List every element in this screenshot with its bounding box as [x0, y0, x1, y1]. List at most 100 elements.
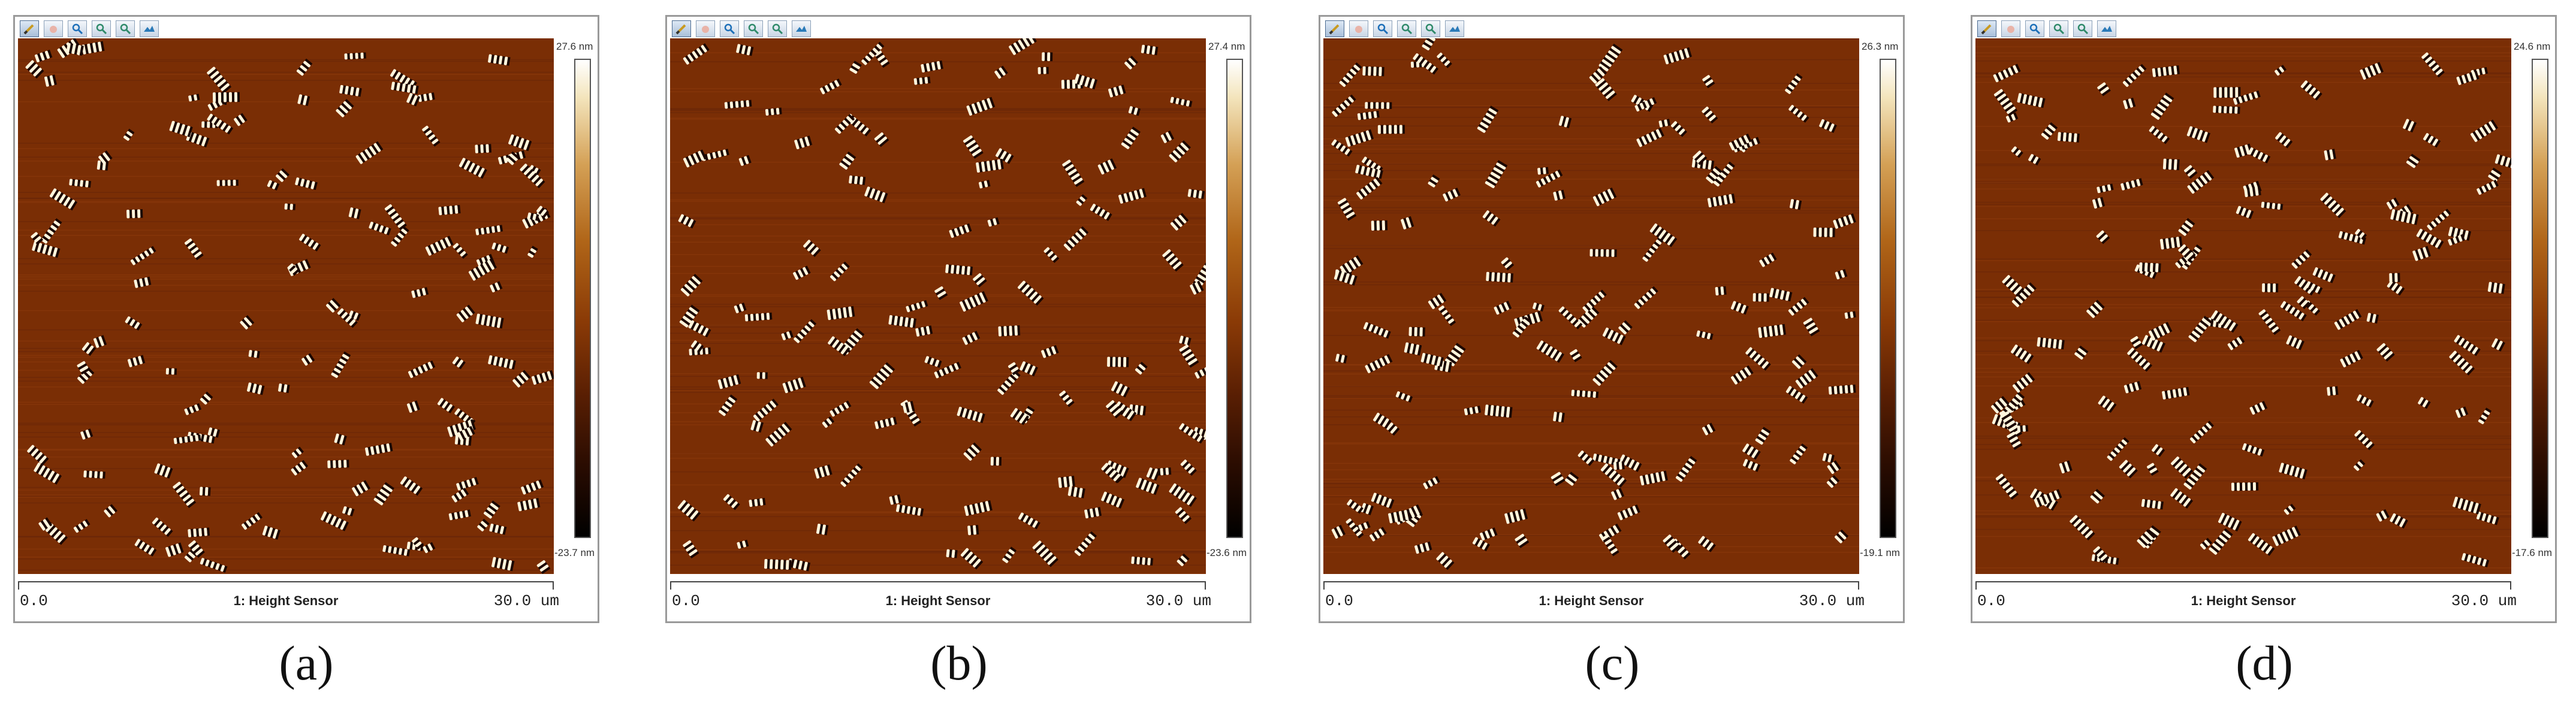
surface-feature [1759, 252, 1777, 267]
surface-feature [849, 61, 862, 74]
zoom-in-button[interactable] [1373, 20, 1392, 37]
surface-feature [1730, 301, 1749, 315]
surface-feature [2338, 231, 2366, 245]
height-image[interactable] [1323, 38, 1859, 574]
height-image[interactable] [670, 38, 1206, 574]
surface-feature [680, 274, 703, 297]
surface-feature [66, 43, 84, 56]
zoom-out-button[interactable] [2049, 20, 2068, 37]
hand-tool-button[interactable] [2001, 20, 2020, 37]
select-tool-button[interactable] [672, 20, 691, 37]
surface-feature [683, 149, 707, 168]
scan-line [1975, 376, 2511, 377]
scan-line [18, 276, 554, 277]
zoom-out-button[interactable] [92, 20, 111, 37]
scan-line [1323, 138, 1859, 140]
zoom-out-icon [2053, 23, 2065, 35]
surface-feature [1365, 354, 1393, 373]
surface-feature [344, 52, 366, 60]
surface-feature [1589, 66, 1607, 84]
surface-feature [2141, 498, 2164, 510]
hand-tool-button[interactable] [44, 20, 63, 37]
zoom-fit-button[interactable] [768, 20, 787, 37]
scan-line [18, 329, 554, 331]
surface-feature [2041, 122, 2058, 140]
zoom-fit-button[interactable] [1421, 20, 1440, 37]
surface-feature [451, 488, 469, 503]
surface-feature [2162, 158, 2180, 171]
scan-line [18, 497, 554, 498]
surface-feature [1589, 249, 1617, 257]
surface-feature [1577, 306, 1600, 328]
image-toolbar [1325, 20, 1464, 38]
surface-feature [2119, 460, 2138, 479]
surface-feature [25, 60, 44, 79]
surface-feature [406, 400, 420, 413]
scan-line [670, 392, 1206, 393]
surface-feature [173, 482, 197, 508]
surface-feature [468, 258, 497, 281]
surface-feature [1464, 406, 1482, 416]
surface-feature [794, 135, 813, 150]
surface-feature [2294, 276, 2317, 296]
scan-line [1975, 271, 2511, 273]
scan-line [670, 573, 1206, 574]
section-tool-button[interactable] [2097, 20, 2116, 37]
surface-feature [1618, 320, 1633, 335]
zoom-fit-button[interactable] [116, 20, 135, 37]
surface-feature [488, 355, 516, 370]
zoom-out-button[interactable] [1397, 20, 1416, 37]
scan-line [670, 343, 1206, 344]
scan-line [670, 453, 1206, 454]
scan-line [1975, 188, 2511, 190]
scan-line [1323, 335, 1859, 336]
scan-line [670, 161, 1206, 163]
zoom-out-button[interactable] [744, 20, 763, 37]
scan-line [1975, 183, 2511, 184]
surface-feature [840, 463, 863, 487]
section-tool-button[interactable] [1445, 20, 1464, 37]
surface-feature [2017, 425, 2029, 433]
surface-feature [1617, 504, 1640, 521]
surface-feature [827, 306, 855, 321]
surface-feature [849, 175, 866, 185]
surface-feature [1472, 537, 1490, 552]
hand-tool-button[interactable] [696, 20, 715, 37]
surface-feature [1835, 269, 1848, 280]
select-tool-button[interactable] [20, 20, 39, 37]
surface-feature [2007, 431, 2023, 450]
surface-feature [1370, 527, 1387, 542]
surface-feature [506, 151, 520, 165]
surface-feature [2200, 537, 2213, 550]
surface-feature [1443, 188, 1461, 202]
surface-feature [284, 203, 296, 210]
section-tool-button[interactable] [792, 20, 811, 37]
scan-line [1975, 321, 2511, 322]
select-tool-button[interactable] [1325, 20, 1344, 37]
surface-feature [32, 241, 61, 258]
colorbar-min-label: -19.1 nm [1860, 547, 1901, 558]
scan-line [18, 370, 554, 371]
height-image[interactable] [1975, 38, 2511, 574]
scan-line [1323, 153, 1859, 154]
zoom-in-button[interactable] [68, 20, 87, 37]
section-tool-button[interactable] [140, 20, 159, 37]
height-image[interactable] [18, 38, 554, 574]
surface-feature [1486, 271, 1513, 283]
surface-feature [2242, 443, 2265, 457]
surface-feature [960, 548, 984, 570]
surface-feature [2262, 283, 2279, 292]
surface-feature [1758, 324, 1786, 339]
surface-feature [1537, 167, 1549, 175]
hand-tool-button[interactable] [1349, 20, 1368, 37]
scan-line [1323, 105, 1859, 107]
zoom-in-button[interactable] [2025, 20, 2044, 37]
zoom-in-button[interactable] [720, 20, 739, 37]
height-colorbar [574, 59, 591, 538]
surface-feature [475, 313, 504, 329]
surface-feature [186, 131, 210, 147]
scan-line [1323, 495, 1859, 496]
select-tool-button[interactable] [1977, 20, 1996, 37]
surface-feature [1501, 257, 1515, 271]
zoom-fit-button[interactable] [2073, 20, 2092, 37]
